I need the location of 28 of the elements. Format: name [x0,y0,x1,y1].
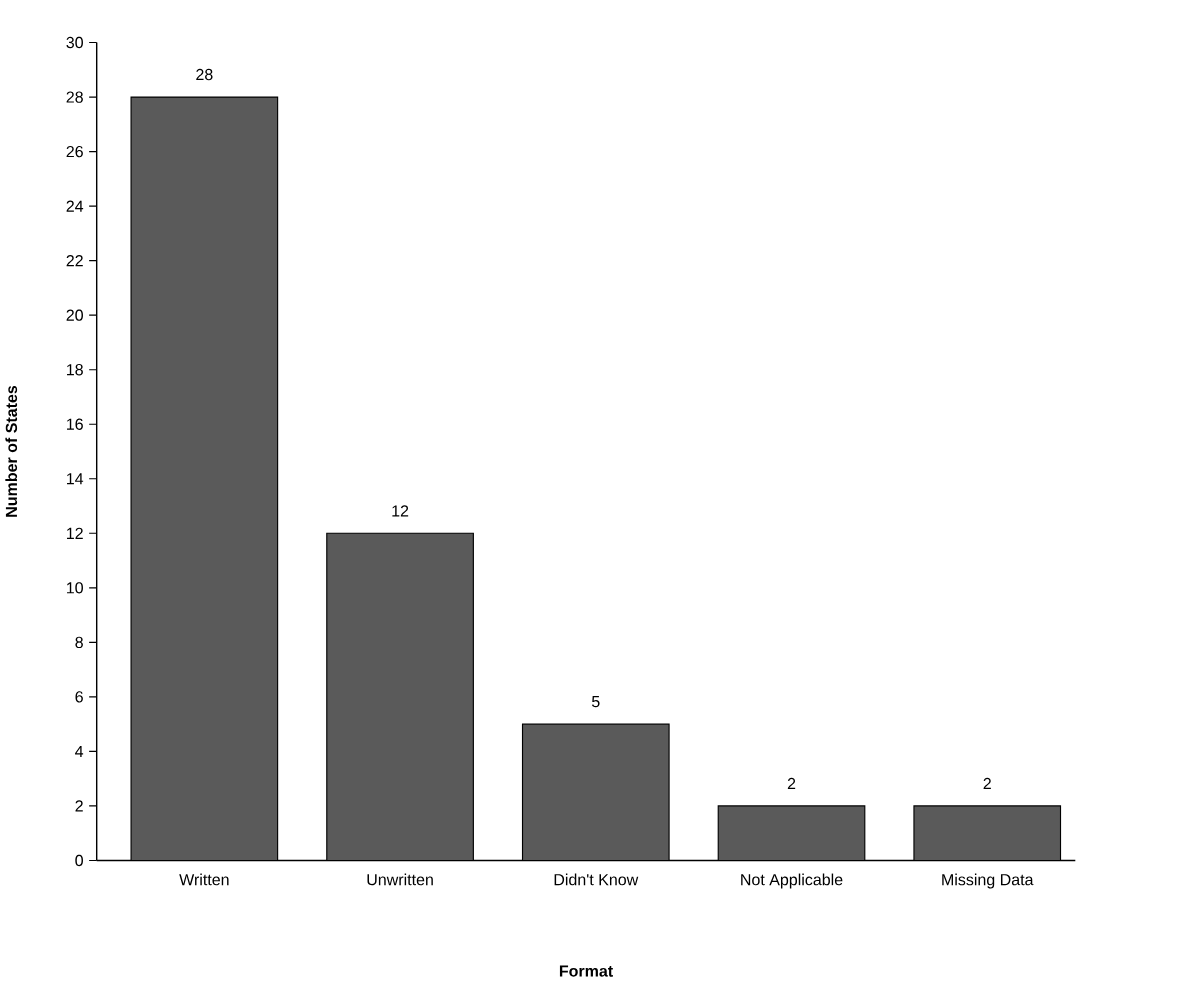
y-tick-label: 12 [67,527,83,539]
data-label: 12 [392,505,409,517]
y-tick-label: 10 [67,582,83,594]
y-tick-label: 0 [75,854,83,867]
x-tick-label: Not Applicable [741,873,843,889]
x-tick-label: Unwritten [367,873,433,886]
y-tick-label: 4 [75,745,84,757]
y-tick-label: 2 [75,800,83,812]
y-tick-label: 28 [66,91,83,103]
y-tick-label: 8 [75,636,83,648]
x-tick-label: Didn't Know [554,873,639,886]
y-tick-label: 20 [66,309,83,321]
data-label: 2 [787,777,796,790]
y-tick-label: 16 [67,418,83,430]
x-axis-title: Format [559,965,613,977]
y-axis-title: Number of States [5,385,18,517]
y-tick-label: 30 [66,36,83,49]
y-tick-label: 22 [66,255,83,267]
y-tick-label: 14 [67,473,84,485]
y-tick-label: 24 [66,200,84,212]
data-label: 5 [591,696,600,708]
x-tick-label: Written [179,873,229,886]
y-tick-label: 6 [75,691,83,703]
x-tick-label: Missing Data [942,873,1034,889]
data-label: 2 [983,777,991,790]
y-tick-label: 18 [67,363,83,376]
y-tick-label: 26 [66,145,83,158]
data-label: 28 [196,68,213,81]
